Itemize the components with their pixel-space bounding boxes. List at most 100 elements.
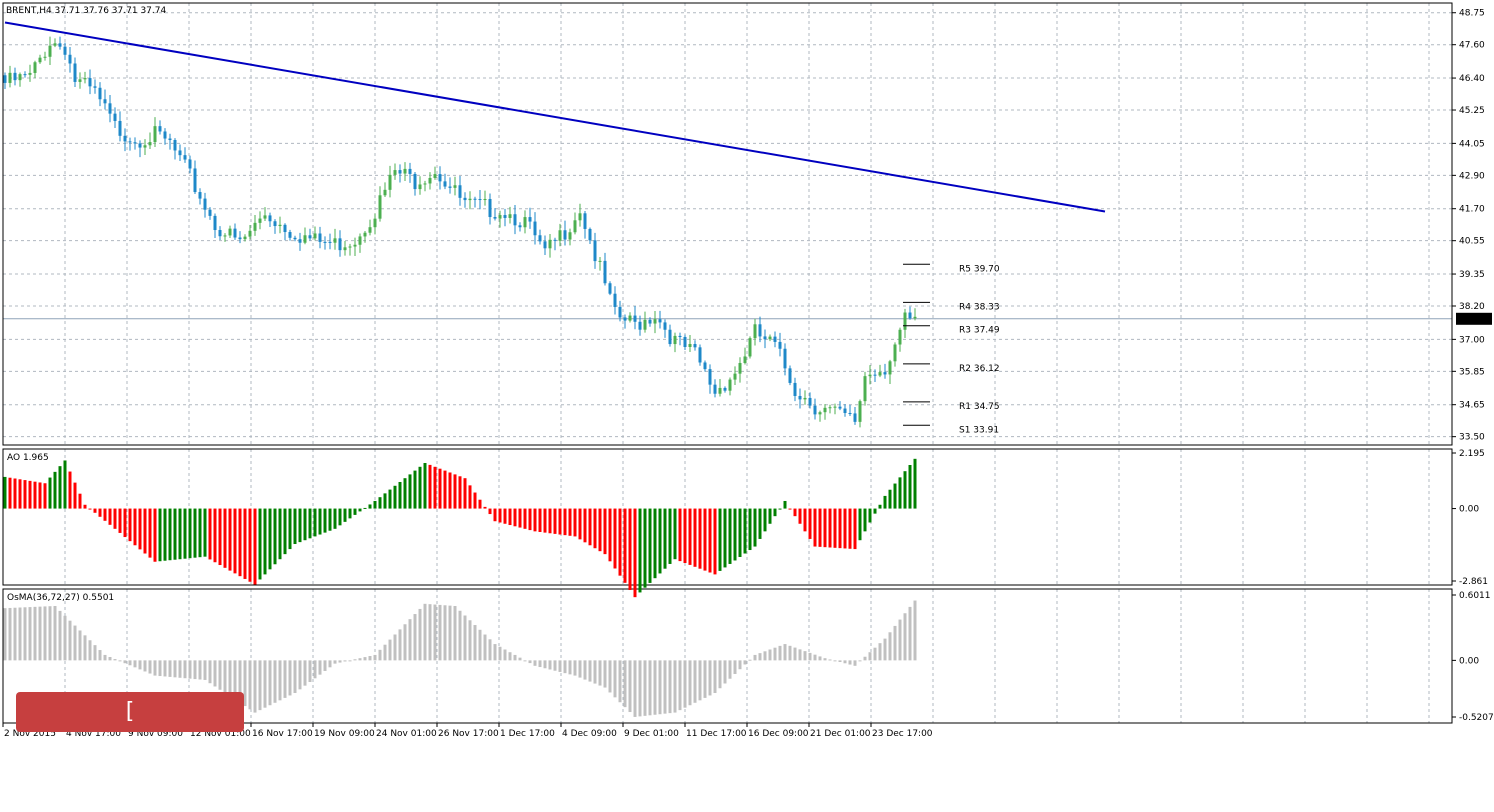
ao-bar: [628, 508, 632, 591]
osma-bar: [628, 660, 632, 713]
ao-bar: [63, 460, 67, 509]
candle-body: [588, 228, 592, 241]
candle-body: [758, 324, 762, 337]
ao-bar: [588, 508, 592, 546]
osma-bar: [378, 649, 382, 661]
osma-bar: [243, 660, 247, 707]
ao-bar: [58, 466, 62, 509]
ao-bar: [363, 507, 367, 509]
osma-bar: [388, 639, 392, 661]
candle-body: [343, 247, 347, 251]
ao-bar: [613, 508, 617, 569]
osma-bar: [573, 660, 577, 676]
ao-bar: [203, 508, 207, 557]
ao-bar: [333, 508, 337, 529]
ao-bar: [43, 483, 47, 509]
ao-bar: [458, 476, 462, 509]
candle-body: [148, 142, 152, 146]
ao-bar: [578, 508, 582, 540]
candle-body: [128, 141, 132, 143]
candle-body: [68, 54, 72, 64]
candle-body: [193, 168, 197, 193]
osma-bar: [338, 660, 342, 663]
candle-body: [848, 412, 852, 414]
ao-bar: [683, 508, 687, 563]
trendline[interactable]: [4, 21, 1106, 213]
ao-bar: [708, 508, 712, 573]
osma-bar: [553, 660, 557, 671]
candle-body: [668, 329, 672, 345]
candle-body: [183, 155, 187, 160]
candle-body: [733, 373, 737, 380]
candle-body: [303, 235, 307, 243]
candle-body: [98, 87, 102, 100]
osma-bar: [333, 660, 337, 664]
osma-bar: [63, 615, 67, 661]
candle-body: [878, 372, 882, 376]
candle-body: [258, 218, 262, 223]
osma-bar: [263, 660, 267, 708]
osma-bar: [398, 629, 402, 661]
candle-body: [458, 185, 462, 198]
candle-body: [738, 362, 742, 374]
osma-bar: [513, 654, 517, 661]
ao-bar: [738, 508, 742, 557]
osma-bar: [48, 606, 52, 661]
osma-bar: [88, 640, 92, 661]
axes-labels: 48.75 47.60 46.40 45.25 44.05 42.90 41.70 40.55…: [2, 9, 1494, 739]
candle-body: [248, 230, 252, 237]
osma-tick-label: 0.6011: [1459, 591, 1491, 601]
osma-bar: [523, 660, 527, 662]
osma-bar: [893, 625, 897, 661]
osma-bar: [608, 660, 612, 693]
candle-body: [533, 221, 537, 236]
osma-bar: [53, 605, 57, 661]
time-tick-label: 12 Nov 01:00: [190, 729, 251, 739]
osma-bar: [218, 660, 222, 690]
osma-bar: [448, 605, 452, 661]
osma-bar: [193, 660, 197, 680]
ao-bar: [463, 478, 467, 509]
ao-bar: [108, 508, 112, 525]
ao-bar: [13, 478, 17, 509]
ao-bar: [303, 508, 307, 541]
osma-bar: [168, 660, 172, 677]
ao-bar: [138, 508, 142, 550]
ao-bar: [68, 471, 72, 509]
ao-header: AO 1.965: [7, 453, 49, 463]
osma-bar: [313, 660, 317, 679]
osma-bar: [113, 659, 117, 661]
ao-bar: [828, 508, 832, 548]
candle-body: [558, 230, 562, 241]
candle-body: [523, 217, 527, 228]
osma-bar: [58, 610, 62, 661]
ao-bar: [338, 508, 342, 526]
osma-bar: [598, 660, 602, 686]
ao-bar: [173, 508, 177, 560]
candle-body: [108, 103, 112, 114]
osma-bar: [308, 660, 312, 682]
osma-bar: [353, 659, 357, 661]
osma-bar: [533, 660, 537, 666]
ao-bar: [123, 508, 127, 538]
candle-body: [578, 213, 582, 221]
candle-body: [713, 384, 717, 394]
candle-body: [143, 145, 147, 148]
ao-bar: [843, 508, 847, 549]
ao-bar: [748, 508, 752, 551]
candle-body: [213, 215, 217, 231]
osma-bar: [683, 660, 687, 708]
ao-bar: [528, 508, 532, 531]
pivot-label: S1 33.91: [959, 425, 999, 435]
osma-bar: [78, 630, 82, 661]
osma-bar: [643, 660, 647, 716]
candle-body: [63, 46, 67, 55]
current-price-box: [1456, 312, 1492, 325]
ao-bar: [733, 508, 737, 561]
osma-bar: [428, 604, 432, 661]
ao-bar: [768, 508, 772, 524]
osma-bar: [458, 610, 462, 661]
candle-body: [308, 235, 312, 239]
candle-body: [173, 140, 177, 151]
candle-body: [453, 185, 457, 188]
